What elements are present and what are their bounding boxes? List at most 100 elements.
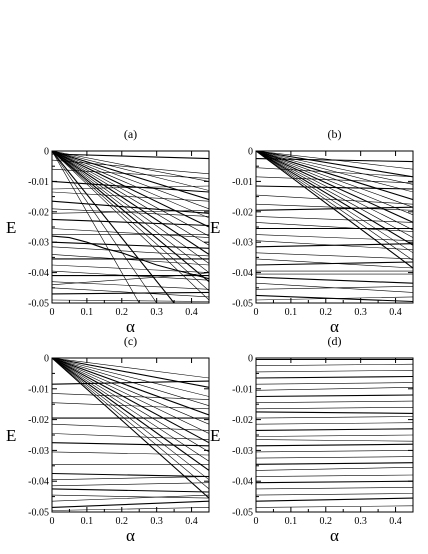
panel-d-level-line — [256, 370, 413, 373]
panel-d-level-line — [256, 422, 413, 425]
panel-a-level-line — [52, 228, 209, 238]
panel-a-level-line — [52, 168, 209, 179]
panel-c-xtick-label: 0.3 — [150, 516, 163, 527]
panel-b-level-line — [256, 151, 413, 223]
panel-c-level-line — [52, 488, 209, 493]
panel-a-ylabel: E — [6, 218, 16, 237]
panel-a-level-line — [52, 151, 209, 255]
panel-c-level-line — [52, 393, 209, 400]
panel-d-level-line — [256, 400, 413, 403]
panel-b-levels — [256, 151, 413, 303]
panel-d-level-line — [256, 493, 413, 496]
panel-c-xtick-label: 0 — [50, 516, 55, 527]
panel-a-level-line — [52, 151, 209, 246]
panel-b-level-line — [256, 151, 413, 269]
panel-b-level-line — [256, 151, 413, 261]
panel-d-level-line — [256, 434, 413, 437]
panel-b-ytick-label: -0.04 — [232, 268, 253, 279]
panel-b-xtick-label: 0.4 — [389, 307, 402, 318]
panel-d-level-line — [256, 411, 413, 414]
panel-b-ylabel: E — [210, 218, 220, 237]
panel-a-xtick-label: 0.3 — [150, 307, 163, 318]
panel-d-level-line — [256, 394, 413, 398]
panel-b-level-line — [256, 151, 413, 231]
panel-c-level-line — [52, 358, 209, 416]
panel-a-level-line — [52, 254, 209, 266]
panel-d-level-line — [256, 382, 413, 385]
panel-a-level-line — [52, 208, 209, 217]
panel-d-ytick-label: -0.02 — [232, 415, 253, 426]
panel-c-level-line — [52, 358, 209, 379]
panel-b-xtick-label: 0.1 — [285, 307, 298, 318]
panel-d-xtick-label: 0.4 — [389, 516, 402, 527]
panel-c-xtick-label: 0.2 — [116, 516, 129, 527]
panel-c-level-line — [52, 358, 209, 388]
panel-b-xtick-label: 0 — [254, 307, 259, 318]
panel-a-xtick-label: 0.4 — [185, 307, 198, 318]
panel-d-level-line — [256, 443, 413, 447]
panel-b-level-line — [256, 151, 413, 178]
panel-d-level-line — [256, 474, 413, 477]
panel-c-ytick-label: -0.03 — [28, 446, 49, 457]
panel-a-level-line — [52, 191, 209, 202]
panel-b-level-line — [256, 194, 413, 205]
panel-c-ytick-label: -0.04 — [28, 477, 49, 488]
panel-c-level-line — [52, 358, 209, 397]
panel-c-level-line — [52, 476, 209, 480]
panel-c-xtick-label: 0.1 — [81, 516, 94, 527]
panel-a-level-line — [52, 151, 175, 303]
panel-b-xlabel: α — [330, 317, 339, 336]
panel-c-level-line — [52, 494, 209, 499]
panel-d-ytick-label: -0.04 — [232, 477, 253, 488]
panel-c-level-line — [52, 358, 209, 480]
panel-a-level-line — [52, 246, 209, 257]
panel-c-title: (c) — [124, 334, 137, 348]
panel-d-level-line — [256, 505, 413, 508]
panel-d-level-line — [256, 439, 413, 442]
panel-a-level-line — [52, 151, 209, 201]
panel-d-xlabel: α — [330, 526, 339, 545]
panel-c-level-line — [52, 472, 209, 478]
panel-d-xtick-label: 0.1 — [285, 516, 298, 527]
panel-a-level-line — [52, 235, 209, 280]
panel-d-xtick-label: 0.3 — [354, 516, 367, 527]
panel-b-level-line — [256, 151, 413, 254]
panel-b-level-line — [256, 151, 413, 201]
panel-d: 0 0.1 0.2 0.3 0.4 0 -0.01 -0.02 -0.03 -0.04 -0.05 (… — [210, 334, 414, 545]
panel-c-level-line — [52, 358, 209, 406]
panel-a-level-line — [52, 291, 209, 295]
panel-c-level-line — [52, 358, 209, 471]
panel-c: 0 0.1 0.2 0.3 0.4 0 -0.01 -0.02 -0.03 -0.04 -0.05 (… — [6, 334, 210, 545]
panel-b-level-line — [256, 203, 413, 211]
panel-c-level-line — [52, 358, 209, 434]
panel-a-level-line — [52, 151, 209, 228]
panel-a-level-line — [52, 241, 209, 249]
panel-c-level-line — [52, 423, 209, 431]
panel-b-level-line — [256, 243, 413, 248]
panel-b-level-line — [256, 185, 413, 190]
panel-d-levels — [256, 358, 413, 508]
panel-b-ytick-label: -0.01 — [232, 177, 253, 188]
panel-d-level-line — [256, 428, 413, 431]
panel-c-level-line — [52, 482, 209, 487]
panel-c-level-line — [52, 358, 209, 425]
panel-a-xtick-label: 0.1 — [81, 307, 94, 318]
panel-c-level-line — [52, 358, 209, 499]
panel-c-level-line — [52, 358, 209, 462]
panel-d-xtick-label: 0.2 — [320, 516, 333, 527]
panel-c-level-line — [52, 358, 209, 490]
panel-b-level-line — [256, 151, 413, 246]
panel-c-level-line — [52, 358, 209, 444]
panel-d-level-line — [256, 363, 413, 366]
panel-d-level-line — [256, 456, 413, 459]
panel-a-level-line — [52, 151, 140, 303]
panel-a-level-line — [52, 151, 209, 283]
panel-d-ytick-label: 0 — [248, 354, 253, 365]
panel-c-ytick-label: -0.01 — [28, 384, 49, 395]
panel-c-level-line — [52, 500, 209, 508]
panel-d-level-line — [256, 497, 413, 502]
panel-c-xtick-label: 0.4 — [185, 516, 198, 527]
panel-b-xtick-label: 0.2 — [320, 307, 333, 318]
panel-d-level-line — [256, 450, 413, 453]
